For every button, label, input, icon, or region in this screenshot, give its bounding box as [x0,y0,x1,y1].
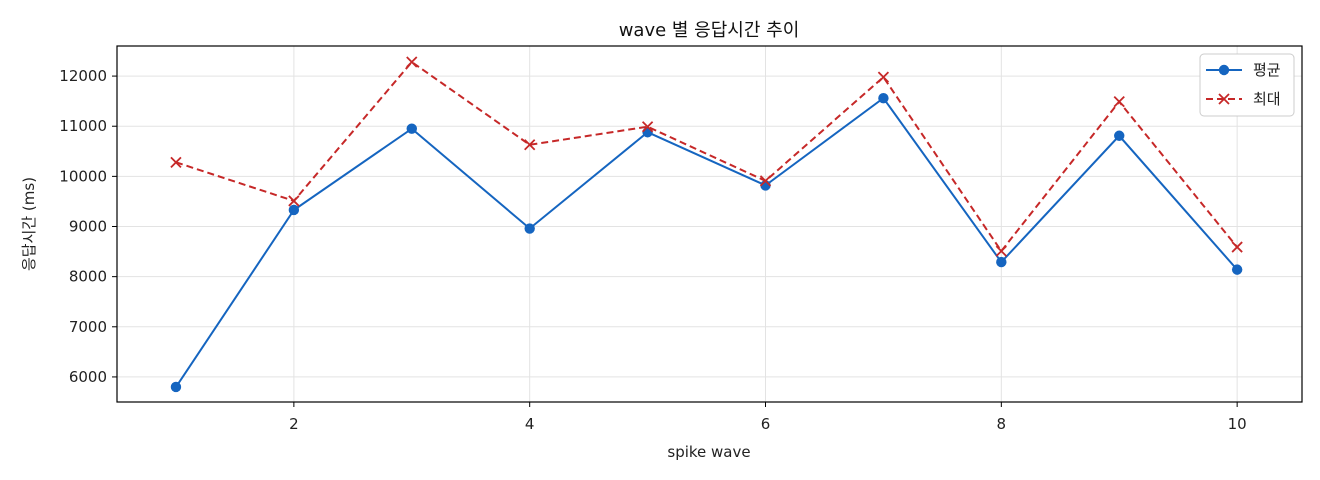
data-point [406,56,418,68]
legend-label: 최대 [1253,90,1281,108]
legend-entry: 최대 [1206,90,1281,108]
data-point [1231,264,1243,275]
x-tick-label: 8 [997,415,1007,433]
y-tick-label: 8000 [69,268,107,286]
data-point [995,245,1007,257]
data-point [759,175,772,187]
x-axis-label: spike wave [667,443,750,461]
data-point [877,71,890,83]
data-point [996,256,1007,268]
series-line [175,96,1238,388]
legend-swatch-marker [1218,93,1230,105]
x-tick-label: 4 [525,415,535,433]
legend-entry: 평균 [1206,61,1281,79]
data-point [878,92,889,104]
y-tick-label: 10000 [59,167,107,185]
legend-label: 평균 [1253,61,1281,79]
data-point [288,195,300,207]
data-point [524,223,535,234]
y-tick-label: 11000 [59,117,107,135]
chart-title: wave 별 응답시간 추이 [619,20,800,41]
y-tick-label: 6000 [69,368,107,386]
series-avg [170,92,1243,393]
y-tick-label: 12000 [59,67,107,85]
data-point [170,156,182,168]
legend-swatch-marker [1218,64,1230,76]
data-point [1114,130,1125,141]
y-ticks: 6000 7000 8000 9000 10000 11000 12000 [59,67,117,386]
x-tick-label: 10 [1228,415,1247,433]
y-axis-label: 응답시간 (ms) [20,177,38,271]
data-point [524,139,536,151]
series-layer [170,56,1243,393]
series-max [170,56,1243,257]
data-point [288,204,300,216]
x-ticks: 2 4 6 8 10 [289,402,1247,433]
data-point [641,121,654,133]
x-tick-label: 2 [289,415,299,433]
y-tick-label: 9000 [69,218,107,236]
data-point [170,381,182,393]
y-tick-label: 7000 [69,318,107,336]
data-point [406,123,417,134]
x-tick-label: 6 [761,415,771,433]
plot-area-frame [116,45,1303,403]
grid [117,46,1302,402]
series-line [175,60,1238,253]
data-point [1113,96,1125,108]
data-point [1231,241,1243,253]
